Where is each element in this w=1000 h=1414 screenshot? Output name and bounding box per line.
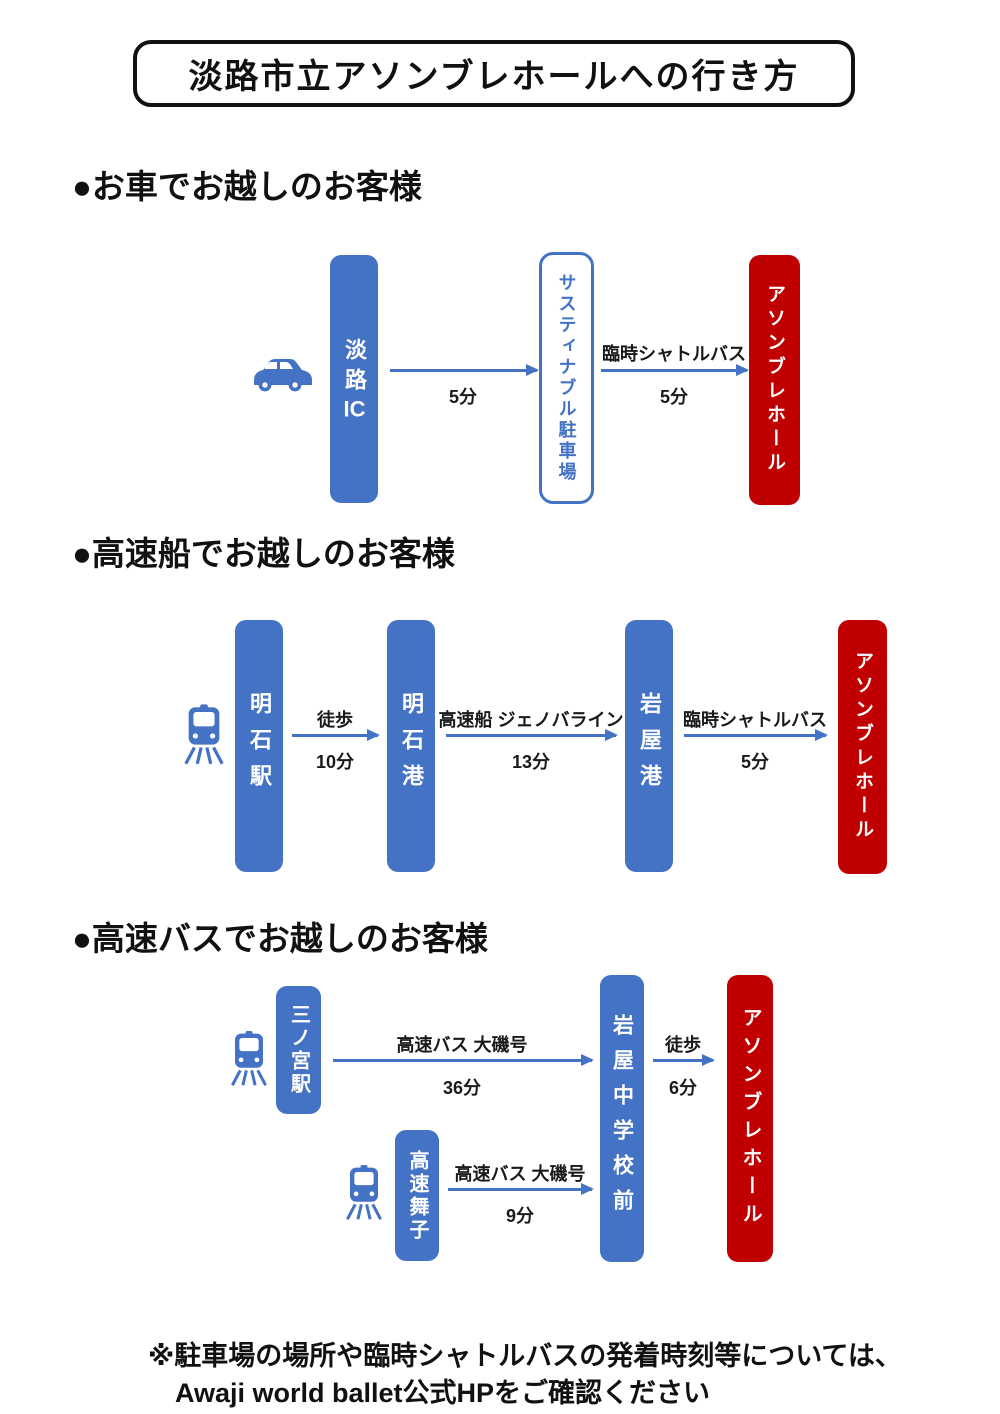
edge-arrow	[684, 729, 828, 741]
node-sustainable-parking: サスティナブル駐車場	[539, 252, 594, 504]
edge-arrow	[292, 729, 380, 741]
edge-duration-label: 13分	[511, 752, 551, 772]
edge-duration-label: 5分	[659, 387, 689, 407]
node-label: 明石港	[399, 692, 424, 800]
section-heading-car: ●お車でお越しのお客様	[72, 168, 422, 205]
node-label: アソンブレホール	[739, 1006, 761, 1231]
train-icon	[184, 704, 224, 765]
edge-arrow	[333, 1054, 594, 1066]
footnote-line-1: ※駐車場の場所や臨時シャトルバスの発着時刻等については、	[148, 1341, 902, 1371]
node-iwaya-junior-high-school-mae: 岩屋中学校前	[600, 975, 644, 1262]
edge-mode-label: 徒歩	[665, 1035, 701, 1055]
edge-mode-label: 高速バス 大磯号	[454, 1164, 586, 1184]
edge-duration-label: 10分	[315, 752, 355, 772]
edge-mode-label: 臨時シャトルバス	[683, 710, 827, 730]
edge-mode-label: 高速バス 大磯号	[396, 1035, 528, 1055]
node-assemble-hall: アソンブレホール	[838, 620, 887, 874]
edge-duration-label: 36分	[442, 1078, 482, 1098]
edge-arrow	[446, 729, 618, 741]
node-label: アソンブレホール	[764, 284, 785, 476]
edge-mode-label: 高速船 ジェノバライン	[438, 710, 624, 730]
page-title: 淡路市立アソンブレホールへの行き方	[133, 40, 855, 107]
node-awaji-ic: 淡路IC	[330, 255, 378, 503]
car-icon	[254, 359, 312, 392]
node-label: 三ノ宮駅	[287, 1004, 310, 1096]
edge-arrow	[653, 1054, 715, 1066]
node-assemble-hall: アソンブレホール	[749, 255, 800, 505]
node-label: アソンブレホール	[852, 651, 873, 843]
node-label: 岩屋港	[637, 692, 662, 800]
edge-mode-label: 徒歩	[317, 710, 353, 730]
footnote-line-2: Awaji world ballet公式HPをご確認ください	[175, 1378, 711, 1408]
edge-duration-label: 5分	[740, 752, 770, 772]
section-heading-bus: ●高速バスでお越しのお客様	[72, 920, 488, 957]
edge-mode-label: 臨時シャトルバス	[602, 344, 746, 364]
edge-duration-label: 5分	[448, 387, 478, 407]
edge-arrow	[390, 364, 539, 376]
edge-arrow	[448, 1183, 594, 1195]
train-icon	[231, 1031, 267, 1086]
node-label: 明石駅	[247, 692, 272, 800]
node-iwaya-port: 岩屋港	[625, 620, 673, 872]
edge-duration-label: 6分	[668, 1078, 698, 1098]
section-heading-ferry: ●高速船でお越しのお客様	[72, 535, 455, 572]
node-kosoku-maiko: 高速舞子	[395, 1130, 439, 1261]
edge-arrow	[601, 364, 749, 376]
node-assemble-hall: アソンブレホール	[727, 975, 773, 1262]
node-sannomiya-station: 三ノ宮駅	[276, 986, 321, 1114]
node-label: 岩屋中学校前	[610, 1013, 634, 1224]
node-label: 淡路IC	[342, 338, 367, 420]
edge-duration-label: 9分	[505, 1206, 535, 1226]
train-icon	[346, 1165, 382, 1220]
node-akashi-port: 明石港	[387, 620, 435, 872]
node-label: サスティナブル駐車場	[556, 273, 577, 483]
node-label: 高速舞子	[406, 1149, 428, 1242]
node-akashi-station: 明石駅	[235, 620, 283, 872]
